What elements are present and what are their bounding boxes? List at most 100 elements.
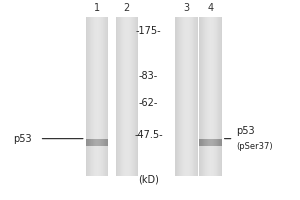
Bar [210, 139, 211, 146]
Bar [213, 17, 214, 176]
Bar [218, 139, 219, 146]
Bar [107, 139, 108, 146]
Bar [94, 17, 95, 176]
Bar [134, 17, 135, 176]
Bar [100, 139, 101, 146]
Bar [88, 17, 89, 176]
Bar [89, 17, 90, 176]
Bar [221, 17, 222, 176]
Bar [92, 17, 93, 176]
Bar [193, 17, 194, 176]
Bar [93, 139, 94, 146]
Bar [204, 139, 205, 146]
Bar [206, 17, 207, 176]
Text: p53: p53 [237, 126, 255, 136]
Bar [218, 17, 219, 176]
Bar [186, 17, 187, 176]
Bar [87, 17, 88, 176]
Bar [126, 17, 127, 176]
Bar [119, 17, 120, 176]
Bar [97, 139, 98, 146]
Bar [93, 17, 94, 176]
Text: p53: p53 [13, 134, 31, 144]
Bar [99, 139, 100, 146]
Text: (kD): (kD) [138, 175, 159, 185]
Bar [137, 17, 138, 176]
Bar [205, 139, 206, 146]
Bar [207, 139, 208, 146]
Bar [214, 17, 215, 176]
Bar [184, 17, 185, 176]
Bar [214, 139, 215, 146]
Bar [117, 17, 118, 176]
Bar [191, 17, 192, 176]
Bar [105, 17, 106, 176]
Bar [215, 139, 216, 146]
Bar [201, 17, 202, 176]
Bar [105, 139, 106, 146]
Bar [178, 17, 179, 176]
Bar [182, 17, 183, 176]
Bar [104, 139, 105, 146]
Bar [125, 17, 126, 176]
Bar [131, 17, 132, 176]
Bar [188, 17, 189, 176]
Bar [189, 17, 190, 176]
Bar [202, 139, 203, 146]
Text: -175-: -175- [136, 26, 161, 36]
Bar [197, 17, 198, 176]
Bar [103, 17, 104, 176]
Bar [95, 17, 96, 176]
Bar [215, 17, 216, 176]
Bar [201, 139, 202, 146]
Bar [122, 17, 123, 176]
Bar [202, 139, 203, 146]
Bar [87, 139, 88, 146]
Bar [221, 139, 222, 146]
Bar [132, 17, 133, 176]
Bar [209, 139, 210, 146]
Bar [217, 17, 218, 176]
Bar [180, 17, 181, 176]
Bar [194, 17, 195, 176]
Bar [203, 139, 204, 146]
Bar [220, 139, 221, 146]
Bar [130, 17, 131, 176]
Bar [124, 17, 125, 176]
Bar [121, 17, 122, 176]
Bar [176, 17, 177, 176]
Bar [96, 139, 97, 146]
Bar [86, 139, 87, 146]
Bar [179, 17, 180, 176]
Bar [181, 17, 182, 176]
Bar [86, 17, 87, 176]
Text: -62-: -62- [139, 98, 158, 108]
Bar [216, 17, 217, 176]
Bar [177, 17, 178, 176]
Bar [192, 17, 193, 176]
Bar [207, 17, 208, 176]
Bar [102, 17, 103, 176]
Bar [216, 139, 217, 146]
Bar [97, 17, 98, 176]
Bar [128, 17, 129, 176]
Text: (pSer37): (pSer37) [237, 142, 273, 151]
Bar [116, 17, 117, 176]
Bar [101, 17, 102, 176]
Bar [101, 139, 102, 146]
Bar [208, 17, 209, 176]
Bar [199, 17, 200, 176]
Bar [106, 17, 107, 176]
Bar [185, 17, 186, 176]
Bar [129, 17, 130, 176]
Bar [217, 139, 218, 146]
Text: 3: 3 [184, 3, 190, 13]
Bar [123, 17, 124, 176]
Bar [205, 17, 206, 176]
Bar [206, 139, 207, 146]
Text: 2: 2 [124, 3, 130, 13]
Bar [89, 139, 90, 146]
Bar [99, 17, 100, 176]
Bar [136, 17, 137, 176]
Bar [187, 17, 188, 176]
